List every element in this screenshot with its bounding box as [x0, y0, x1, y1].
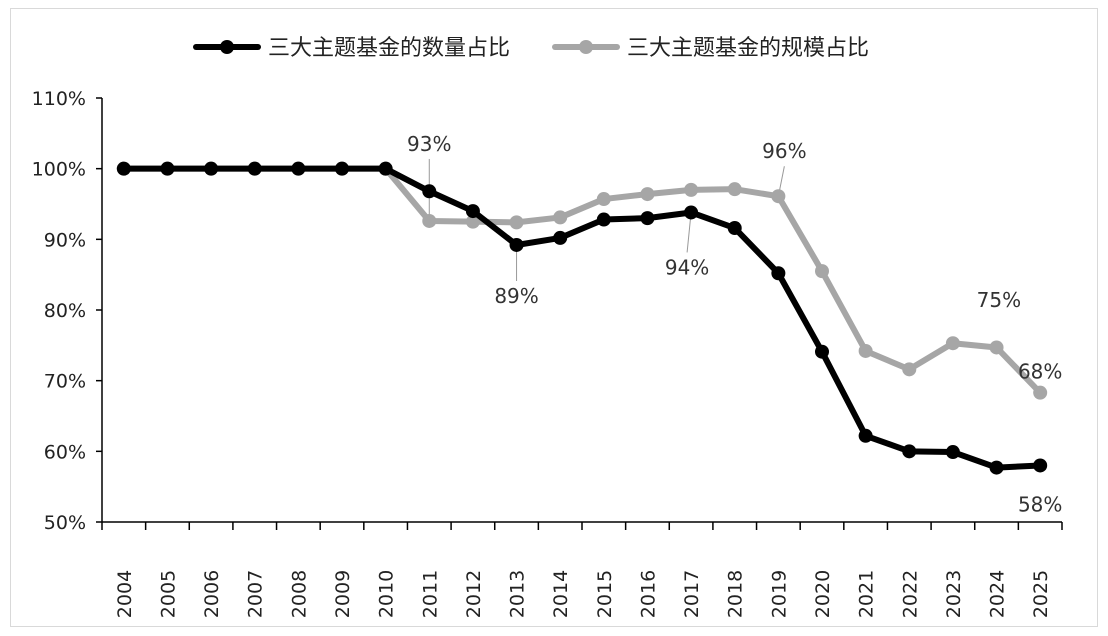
series-0-point [989, 460, 1004, 475]
y-tick-label: 50% [44, 512, 86, 534]
y-tick-label: 70% [44, 371, 86, 393]
series-1-point [858, 343, 873, 358]
x-tick-label: 2009 [332, 570, 354, 618]
series-0-point [553, 230, 568, 245]
series-1-point [422, 213, 437, 228]
series-0-point [858, 428, 873, 443]
series-0-point [945, 445, 960, 460]
series-0-point [815, 344, 829, 359]
y-tick-label: 90% [44, 229, 86, 251]
x-tick-label: 2012 [463, 570, 485, 618]
data-label: 93% [407, 132, 451, 156]
series-1-point [684, 182, 699, 197]
series-0-point [465, 204, 480, 219]
series-0-point [1033, 458, 1048, 473]
y-tick-label: 110% [32, 88, 86, 110]
series-0-point [204, 161, 219, 176]
series-line-0 [120, 165, 1044, 471]
series-1-point [1033, 385, 1048, 400]
x-tick-label: 2019 [768, 570, 790, 618]
y-tick-label: 60% [44, 441, 86, 463]
x-tick-label: 2014 [550, 570, 572, 618]
x-tick-label: 2011 [419, 570, 441, 618]
x-tick-label: 2004 [114, 570, 136, 618]
series-0-point [596, 212, 611, 227]
series-0-point [378, 161, 393, 176]
x-tick-label: 2015 [594, 570, 616, 618]
data-label: 89% [494, 284, 538, 308]
x-tick-label: 2016 [637, 570, 659, 618]
series-0-point [640, 211, 655, 226]
series-1-point [640, 187, 655, 202]
data-label: 58% [1018, 492, 1062, 516]
series-1-point [902, 362, 917, 377]
series-0-point [727, 221, 742, 236]
series-0-point [902, 444, 917, 459]
x-tick-label: 2005 [157, 570, 179, 618]
data-label: 68% [1018, 360, 1062, 384]
legend-marker-0 [220, 40, 234, 54]
x-tick-label: 2021 [856, 570, 878, 618]
series-0-point [335, 161, 349, 176]
legend: 三大主题基金的数量占比 三大主题基金的规模占比 [193, 36, 869, 61]
series-0-point [160, 161, 175, 176]
legend-label-0: 三大主题基金的数量占比 [268, 36, 510, 61]
legend-label-1: 三大主题基金的规模占比 [627, 36, 869, 61]
series-0-point [422, 184, 437, 199]
data-label: 94% [665, 255, 709, 279]
series-1-point [771, 189, 786, 204]
data-label: 75% [977, 288, 1021, 312]
x-tick-label: 2020 [812, 570, 834, 618]
series-1-point [945, 336, 960, 351]
series-0-point [771, 266, 786, 281]
legend-marker-1 [579, 40, 593, 54]
axes: 50% 60% 70% 80% 90% 100% 110% 2004 2005 2006 2007 2… [32, 88, 1063, 618]
x-tick-label: 2013 [507, 570, 529, 618]
data-label: 96% [762, 139, 806, 163]
x-tick-label: 2008 [288, 570, 310, 618]
y-tick-label: 100% [32, 159, 86, 181]
x-tick-label: 2006 [201, 570, 223, 618]
x-tick-label: 2017 [681, 570, 703, 618]
series-1-point [465, 214, 480, 229]
x-tick-label: 2018 [725, 570, 747, 618]
series-1-point [509, 215, 524, 230]
x-tick-label: 2007 [245, 570, 267, 618]
series-0-point [116, 161, 131, 176]
series-0-point [509, 237, 524, 252]
x-tick-label: 2023 [943, 570, 965, 618]
x-tick-label: 2024 [987, 570, 1009, 618]
annotations: 93% 89% 94% 96% 75% 68% 58% [407, 132, 1062, 517]
x-tick-label: 2022 [899, 570, 921, 618]
series-layer [116, 161, 1048, 475]
series-line-1 [120, 165, 1044, 396]
series-0-point [291, 161, 306, 176]
series-0-point [247, 161, 262, 176]
series-0-point [684, 205, 699, 220]
series-1-point [815, 264, 829, 279]
series-1-point [596, 192, 611, 207]
series-1-point [727, 182, 742, 197]
series-1-point [553, 210, 568, 225]
chart-frame [10, 8, 1098, 627]
x-tick-label: 2025 [1030, 570, 1052, 618]
y-tick-label: 80% [44, 300, 86, 322]
x-tick-label: 2010 [376, 570, 398, 618]
series-1-point [989, 340, 1004, 355]
